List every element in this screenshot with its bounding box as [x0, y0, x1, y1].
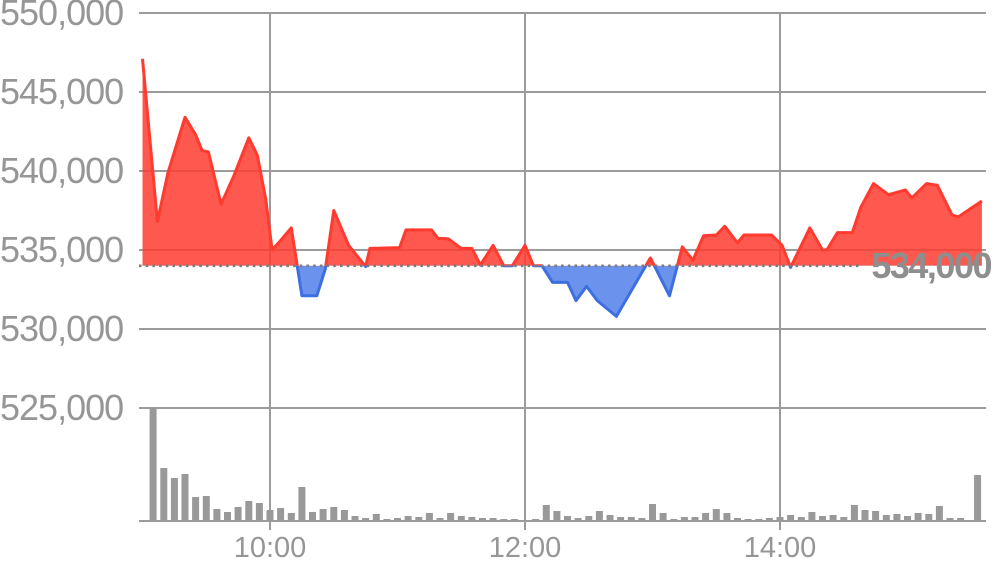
volume-bar: [957, 518, 965, 521]
volume-bar: [489, 518, 497, 521]
volume-bar: [553, 511, 561, 521]
volume-bar: [224, 512, 231, 521]
volume-bar: [245, 501, 253, 521]
x-axis-tick-label: 10:00: [233, 532, 307, 564]
volume-bar: [904, 516, 911, 521]
volume-bar: [309, 512, 316, 521]
x-axis-tick-label: 12:00: [488, 532, 562, 564]
volume-bar: [149, 407, 157, 521]
volume-bar: [202, 496, 210, 521]
volume-bar: [734, 518, 741, 521]
volume-bar: [670, 519, 678, 521]
volume-bar: [277, 508, 285, 521]
volume-bar: [882, 515, 890, 521]
y-axis-tick-label: 535,000: [0, 229, 124, 270]
volume-bar: [935, 506, 943, 521]
volume-bar: [872, 511, 880, 521]
volume-bar: [574, 518, 582, 521]
volume-bar: [776, 517, 784, 521]
volume-bar: [925, 514, 933, 521]
volume-bar: [585, 516, 593, 521]
volume-bar: [415, 517, 423, 521]
volume-bar: [383, 519, 391, 521]
volume-bar: [160, 468, 168, 521]
volume-bar: [319, 509, 327, 521]
volume-bar: [213, 509, 221, 521]
volume-bar: [542, 505, 550, 521]
volume-bar: [808, 512, 816, 521]
volume-bar: [744, 519, 752, 521]
volume-bar: [255, 503, 263, 521]
volume-bar: [521, 520, 529, 521]
previous-close-price-label: 534,000: [871, 245, 992, 286]
volume-bar: [330, 507, 338, 521]
volume-bar: [946, 518, 954, 521]
volume-bar: [500, 519, 508, 521]
volume-bar: [266, 510, 274, 521]
price-area-down: [142, 265, 982, 317]
price-line-down: [295, 265, 794, 318]
volume-bar: [974, 475, 982, 521]
volume-bar: [351, 516, 359, 521]
x-axis-tick-label: 14:00: [743, 532, 817, 564]
volume-bar: [627, 517, 635, 521]
volume-bar: [298, 487, 306, 521]
volume-bar: [840, 517, 848, 521]
volume-bar: [765, 518, 773, 521]
volume-bar: [914, 513, 922, 521]
volume-bar: [797, 517, 805, 521]
volume-bar: [340, 510, 348, 521]
volume-bar: [170, 478, 178, 521]
price-line-up: [141, 58, 983, 266]
y-axis-tick-label: 550,000: [0, 0, 124, 33]
volume-bar: [287, 513, 295, 521]
volume-bar: [394, 518, 401, 521]
volume-bar: [479, 518, 486, 521]
volume-bar: [712, 509, 720, 521]
price-area-up: [142, 58, 982, 266]
volume-bar: [457, 516, 465, 521]
volume-bar: [723, 513, 731, 521]
volume-bar: [181, 474, 189, 521]
volume-bar: [893, 514, 901, 521]
volume-bar: [192, 497, 200, 521]
y-axis-tick-label: 545,000: [0, 71, 124, 112]
y-axis-tick-label: 540,000: [0, 150, 124, 191]
volume-bar: [787, 515, 795, 521]
volume-bar: [425, 513, 433, 521]
volume-bar: [680, 517, 688, 521]
volume-bar: [234, 507, 242, 521]
volume-bar: [649, 504, 656, 521]
volume-bar: [436, 518, 444, 521]
volume-bar: [659, 513, 667, 521]
volume-bar: [617, 517, 625, 521]
volume-bar: [468, 517, 476, 521]
volume-bar: [532, 519, 540, 521]
volume-bar: [510, 519, 518, 521]
volume-bar: [362, 518, 370, 521]
volume-bar: [606, 515, 614, 521]
volume-bar: [595, 511, 603, 521]
y-axis-tick-label: 530,000: [0, 308, 124, 349]
volume-bar: [861, 510, 869, 521]
volume-bar: [447, 513, 455, 521]
volume-bar: [564, 516, 571, 521]
volume-bar: [404, 516, 412, 521]
volume-bar: [702, 513, 710, 521]
volume-bar: [372, 514, 380, 521]
volume-bar: [691, 517, 699, 521]
volume-bar: [819, 516, 826, 521]
volume-bar: [850, 505, 858, 521]
volume-bar: [755, 519, 763, 521]
y-axis-tick-label: 525,000: [0, 387, 124, 428]
volume-bar: [829, 515, 837, 521]
volume-bar: [638, 518, 646, 521]
